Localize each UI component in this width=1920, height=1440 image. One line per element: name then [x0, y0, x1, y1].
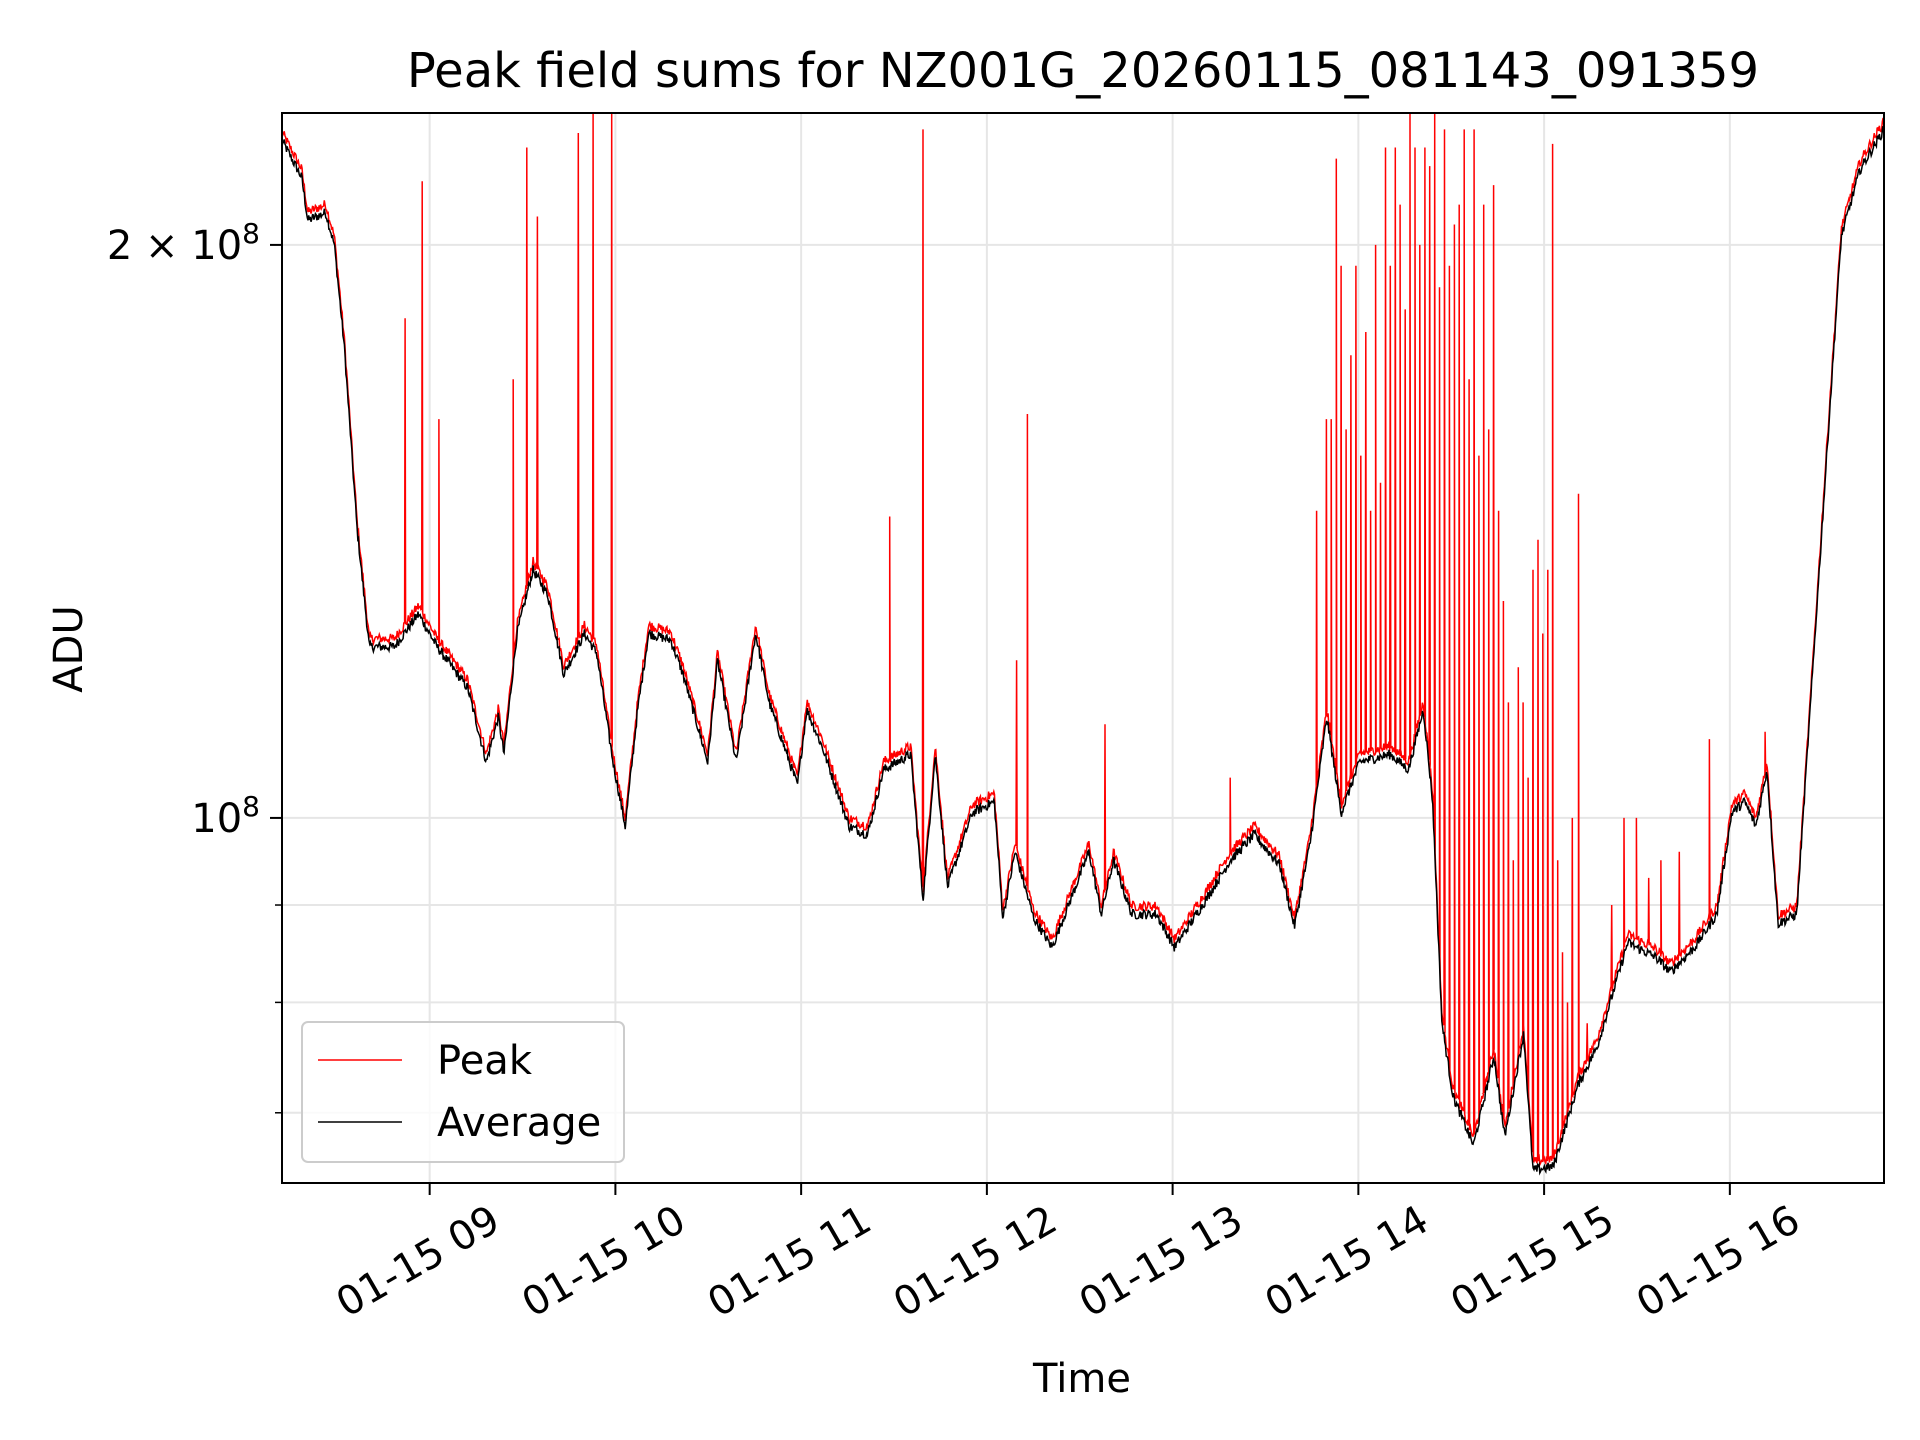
x-tick-label: 01-15 13 [1072, 1197, 1251, 1327]
x-tick-label: 01-15 16 [1629, 1197, 1808, 1327]
legend-peak-label: Peak [437, 1038, 533, 1084]
legend-average-label: Average [437, 1100, 601, 1146]
x-axis-ticks: 01-15 09 01-15 10 01-15 11 01-15 12 01-15 13… [329, 1183, 1808, 1327]
x-tick-label: 01-15 12 [886, 1197, 1065, 1327]
series-line-average [282, 125, 1884, 1176]
y-tick-label: 108 [191, 790, 260, 842]
x-tick-label: 01-15 14 [1257, 1197, 1436, 1327]
x-tick-label: 01-15 11 [700, 1197, 879, 1327]
y-tick-label-exponent: 8 [242, 217, 260, 250]
x-tick-label: 01-15 15 [1443, 1197, 1622, 1327]
x-axis-label: Time [1032, 1356, 1131, 1402]
series-line-peak [282, 113, 1884, 1168]
x-tick-label: 01-15 09 [329, 1197, 508, 1327]
chart-title: Peak field sums for NZ001G_20260115_0811… [407, 43, 1759, 99]
y-tick-label-exponent: 8 [242, 790, 260, 823]
legend-box [301, 1021, 625, 1163]
y-axis-label: ADU [46, 605, 92, 692]
y-tick-label-base: 2 × 10 [107, 223, 242, 269]
legend: Peak Average [301, 1021, 625, 1163]
y-tick-label: 2 × 108 [107, 217, 260, 269]
x-tick-label: 01-15 10 [515, 1197, 694, 1327]
plot-series [282, 113, 1884, 1176]
plot-frame [281, 112, 1885, 1184]
y-tick-label-base: 10 [191, 796, 242, 842]
